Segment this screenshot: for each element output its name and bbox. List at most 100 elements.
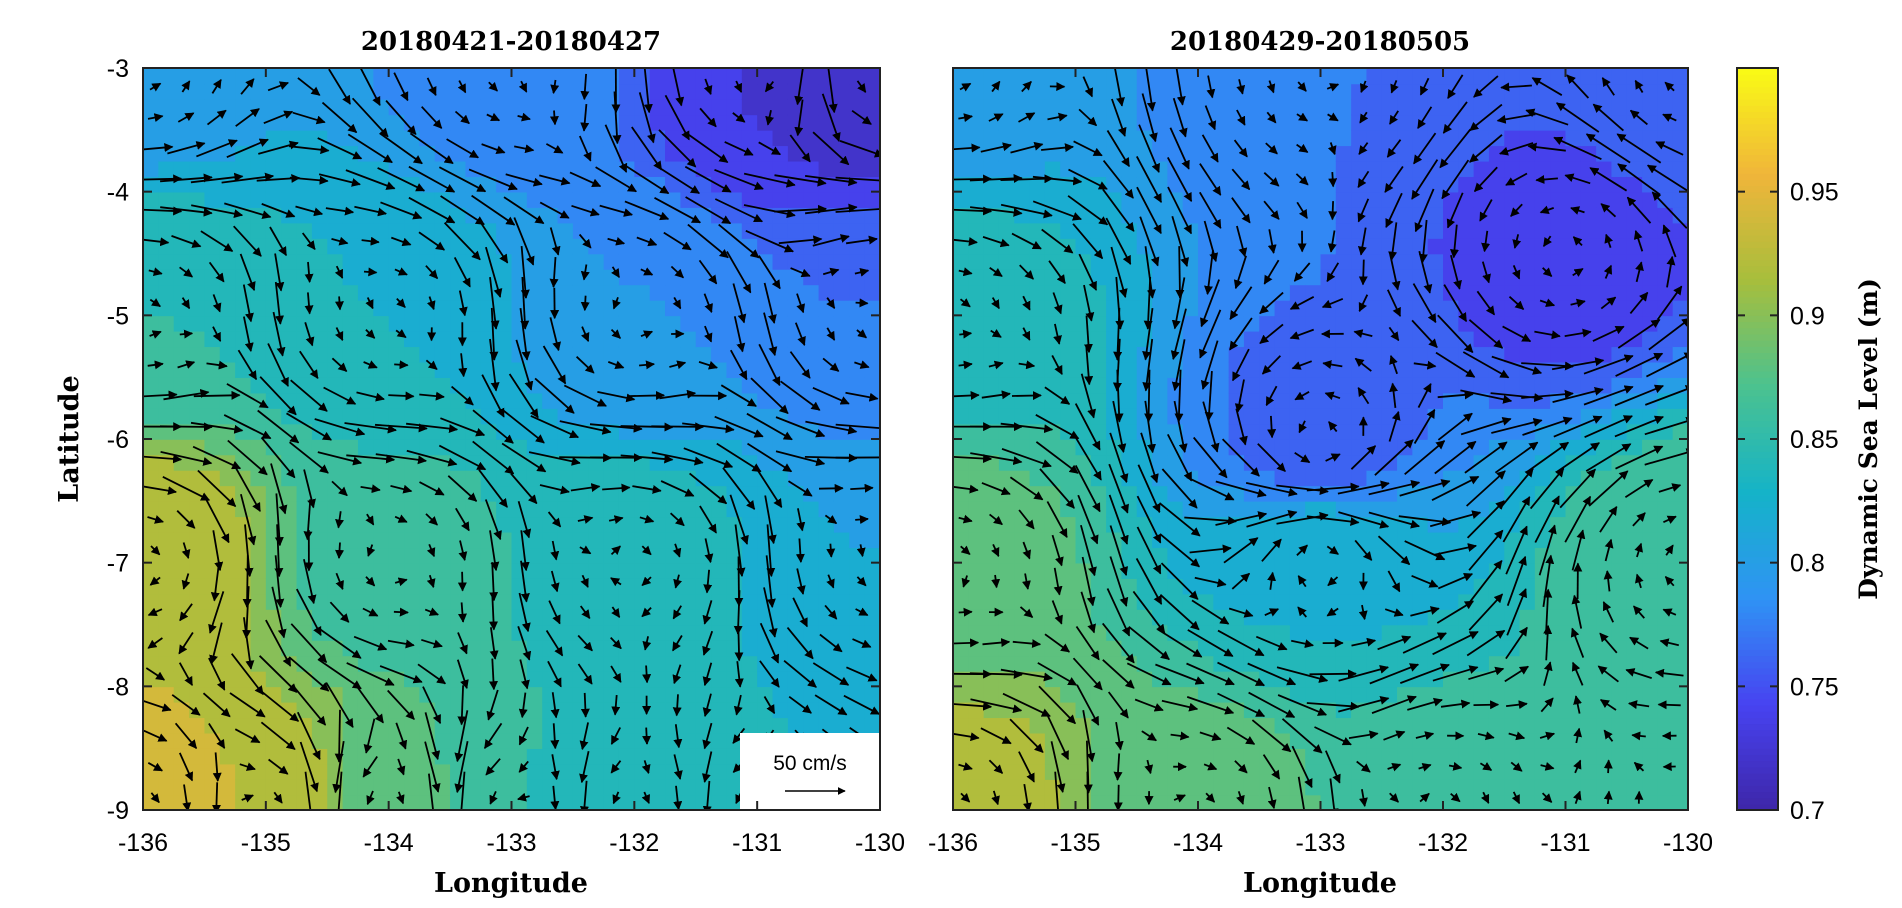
- sea-level-cell: [833, 377, 851, 394]
- sea-level-cell: [434, 207, 451, 224]
- sea-level-cell: [1274, 114, 1291, 131]
- sea-level-cell: [983, 268, 1000, 286]
- sea-level-cell: [1397, 392, 1414, 409]
- sea-level-cell: [1029, 129, 1046, 147]
- sea-level-cell: [1136, 794, 1153, 810]
- sea-level-cell: [173, 68, 190, 85]
- sea-level-cell: [250, 114, 267, 131]
- sea-level-cell: [1381, 748, 1398, 765]
- sea-level-cell: [450, 531, 467, 549]
- sea-level-cell: [1504, 408, 1521, 425]
- sea-level-cell: [465, 315, 482, 332]
- sea-level-cell: [1580, 763, 1597, 780]
- sea-level-cell: [404, 639, 421, 657]
- sea-level-cell: [404, 531, 421, 549]
- sea-level-cell: [1443, 779, 1460, 796]
- sea-level-cell: [1458, 609, 1475, 626]
- sea-level-cell: [189, 562, 206, 579]
- sea-level-cell: [618, 207, 636, 224]
- sea-level-cell: [373, 238, 390, 255]
- sea-level-cell: [219, 83, 236, 100]
- sea-level-cell: [404, 330, 421, 348]
- sea-level-cell: [1351, 593, 1368, 610]
- sea-level-cell: [1152, 68, 1169, 85]
- sea-level-cell: [772, 639, 789, 657]
- sea-level-cell: [542, 516, 559, 533]
- sea-level-cell: [1427, 253, 1444, 270]
- sea-level-cell: [849, 593, 866, 610]
- sea-level-cell: [572, 207, 590, 224]
- sea-level-cell: [588, 315, 605, 332]
- sea-level-cell: [680, 299, 697, 317]
- sea-level-cell: [634, 68, 651, 85]
- sea-level-cell: [1060, 315, 1077, 332]
- sea-level-cell: [849, 330, 866, 348]
- sea-level-cell: [1243, 145, 1261, 162]
- sea-level-cell: [757, 686, 774, 703]
- sea-level-cell: [480, 145, 497, 162]
- sea-level-cell: [1182, 68, 1199, 85]
- sea-level-cell: [1243, 330, 1261, 348]
- sea-level-cell: [1167, 454, 1184, 471]
- sea-level-cell: [219, 268, 236, 286]
- sea-level-cell: [173, 439, 190, 456]
- sea-level-cell: [357, 207, 375, 224]
- sea-level-cell: [342, 701, 359, 719]
- sea-level-cell: [1152, 717, 1169, 734]
- sea-level-cell: [1550, 593, 1567, 610]
- sea-level-cell: [1044, 160, 1061, 178]
- sea-level-cell: [1029, 299, 1046, 317]
- sea-level-cell: [158, 222, 175, 239]
- sea-level-cell: [864, 717, 880, 734]
- sea-level-cell: [281, 454, 298, 471]
- sea-level-cell: [1274, 763, 1291, 780]
- sea-level-cell: [357, 578, 375, 595]
- sea-level-cell: [634, 732, 651, 749]
- sea-level-cell: [1550, 160, 1567, 178]
- sea-level-cell: [1488, 639, 1506, 657]
- sea-level-cell: [1106, 670, 1123, 688]
- sea-level-cell: [511, 485, 528, 502]
- sea-level-cell: [1274, 423, 1291, 440]
- sea-level-cell: [1397, 268, 1414, 286]
- sea-level-cell: [1274, 593, 1291, 610]
- sea-level-cell: [496, 794, 513, 810]
- sea-level-cell: [1412, 392, 1429, 409]
- sea-level-cell: [695, 686, 712, 703]
- sea-level-cell: [741, 609, 758, 626]
- sea-level-cell: [465, 686, 482, 703]
- sea-level-cell: [1044, 129, 1061, 147]
- sea-level-cell: [1488, 207, 1506, 224]
- sea-level-cell: [373, 207, 390, 224]
- sea-level-cell: [281, 531, 298, 549]
- sea-level-cell: [1550, 346, 1567, 363]
- sea-level-cell: [618, 315, 636, 332]
- sea-level-cell: [864, 578, 880, 595]
- sea-level-cell: [1550, 655, 1567, 672]
- sea-level-cell: [1274, 222, 1291, 239]
- sea-level-cell: [1580, 531, 1597, 549]
- sea-level-cell: [833, 717, 851, 734]
- sea-level-cell: [634, 253, 651, 270]
- sea-level-cell: [953, 794, 970, 810]
- sea-level-cell: [189, 531, 206, 549]
- sea-level-cell: [1412, 578, 1429, 595]
- sea-level-cell: [419, 779, 436, 796]
- sea-level-cell: [265, 748, 282, 765]
- sea-level-cell: [968, 377, 985, 394]
- sea-level-cell: [1412, 98, 1429, 116]
- sea-level-cell: [1427, 639, 1444, 657]
- sea-level-cell: [388, 593, 405, 610]
- sea-level-cell: [1397, 609, 1414, 626]
- velocity-arrow: [363, 267, 378, 277]
- sea-level-cell: [204, 748, 221, 765]
- sea-level-cell: [465, 701, 482, 719]
- sea-level-cell: [1397, 83, 1414, 100]
- sea-level-cell: [849, 670, 866, 688]
- sea-level-cell: [1427, 222, 1444, 239]
- sea-level-cell: [296, 593, 313, 610]
- sea-level-cell: [1534, 284, 1551, 301]
- sea-level-cell: [542, 485, 559, 502]
- sea-level-cell: [1060, 299, 1077, 317]
- sea-level-cell: [864, 98, 880, 116]
